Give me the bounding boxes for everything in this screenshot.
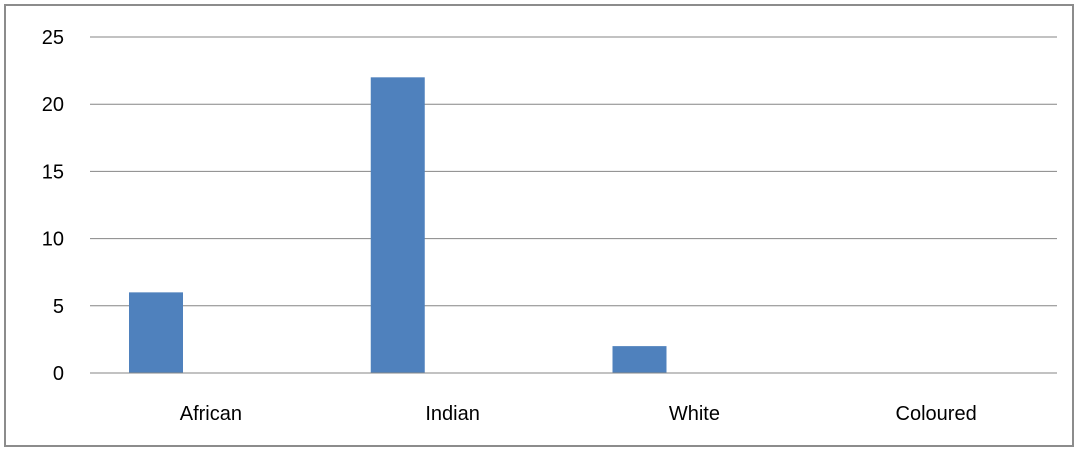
y-tick-label: 25	[42, 27, 64, 49]
y-axis-ticks: 0 5 10 15 20 25	[42, 27, 64, 385]
bar-indian	[370, 77, 425, 373]
x-category-label: White	[669, 403, 720, 425]
x-category-label: African	[180, 403, 242, 425]
y-tick-label: 0	[53, 363, 64, 385]
bar-white	[612, 346, 667, 373]
y-tick-label: 20	[42, 94, 64, 116]
bar-african	[129, 292, 183, 373]
x-axis-labels: African Indian White Coloured	[180, 403, 977, 425]
x-category-label: Indian	[425, 403, 480, 425]
bars	[129, 77, 667, 373]
y-tick-label: 10	[42, 229, 64, 251]
gridlines	[90, 36, 1057, 307]
y-tick-label: 5	[53, 296, 64, 318]
y-tick-label: 15	[42, 161, 64, 183]
x-category-label: Coloured	[896, 403, 977, 425]
